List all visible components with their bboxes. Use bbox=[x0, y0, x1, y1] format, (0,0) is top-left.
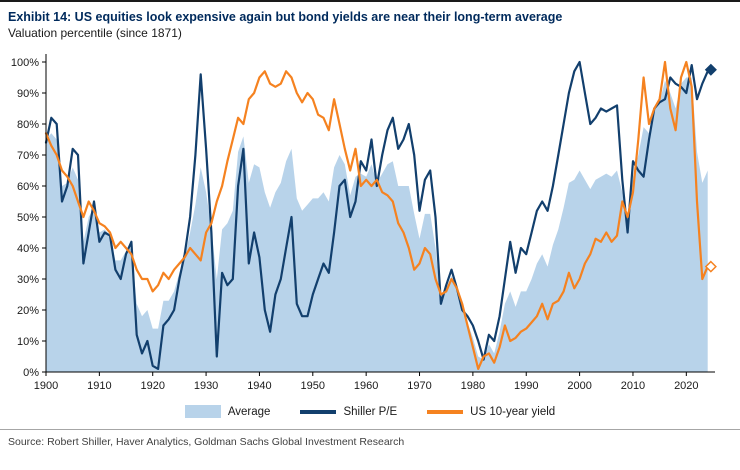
legend-item-us-10-year-yield: US 10-year yield bbox=[427, 406, 555, 418]
legend-label-us-10-year-yield: US 10-year yield bbox=[470, 405, 556, 418]
legend-item-shiller-pe: Shiller P/E bbox=[300, 406, 397, 418]
svg-text:1940: 1940 bbox=[247, 380, 271, 392]
chart-area: 0% 10% 20% 30% 40% 50% 60% 70% 80% 90% 100% 1900 191… bbox=[0, 44, 740, 401]
svg-text:1900: 1900 bbox=[34, 380, 58, 392]
svg-text:2000: 2000 bbox=[567, 380, 591, 392]
svg-text:1980: 1980 bbox=[461, 380, 485, 392]
legend-swatch-average-area bbox=[184, 405, 221, 419]
svg-text:50%: 50% bbox=[17, 212, 39, 224]
svg-text:2020: 2020 bbox=[674, 380, 698, 392]
svg-text:1990: 1990 bbox=[514, 380, 538, 392]
legend-label-shiller-pe: Shiller P/E bbox=[343, 405, 398, 418]
svg-text:1920: 1920 bbox=[140, 380, 164, 392]
exhibit-title: Exhibit 14: US equities look expensive a… bbox=[8, 10, 563, 24]
valuation-percentile-chart: 0% 10% 20% 30% 40% 50% 60% 70% 80% 90% 100% 1900 191… bbox=[11, 53, 717, 392]
legend-label-average: Average bbox=[227, 405, 271, 418]
svg-text:90%: 90% bbox=[17, 88, 39, 100]
exhibit-header: Exhibit 14: US equities look expensive a… bbox=[0, 2, 740, 42]
svg-text:2010: 2010 bbox=[621, 380, 645, 392]
svg-text:1910: 1910 bbox=[87, 380, 111, 392]
legend-item-average: Average bbox=[184, 405, 271, 419]
svg-text:1950: 1950 bbox=[301, 380, 325, 392]
svg-text:1930: 1930 bbox=[194, 380, 218, 392]
svg-text:0%: 0% bbox=[23, 367, 39, 379]
chart-legend: Average Shiller P/E US 10-year yield bbox=[0, 403, 740, 421]
exhibit-subtitle: Valuation percentile (since 1871) bbox=[8, 26, 182, 41]
svg-text:10%: 10% bbox=[17, 336, 39, 348]
exhibit-footer: Source: Robert Shiller, Haver Analytics,… bbox=[0, 428, 740, 448]
svg-text:1960: 1960 bbox=[354, 380, 378, 392]
legend-swatch-yield-line bbox=[427, 409, 464, 414]
svg-text:30%: 30% bbox=[17, 274, 39, 286]
svg-text:100%: 100% bbox=[11, 57, 39, 69]
legend-swatch-shiller-line bbox=[300, 409, 337, 414]
svg-text:80%: 80% bbox=[17, 119, 39, 131]
svg-text:70%: 70% bbox=[17, 150, 39, 162]
svg-text:60%: 60% bbox=[17, 181, 39, 193]
svg-text:1970: 1970 bbox=[407, 380, 431, 392]
source-text: Source: Robert Shiller, Haver Analytics,… bbox=[8, 435, 405, 448]
svg-text:20%: 20% bbox=[17, 305, 39, 317]
svg-text:40%: 40% bbox=[17, 243, 39, 255]
